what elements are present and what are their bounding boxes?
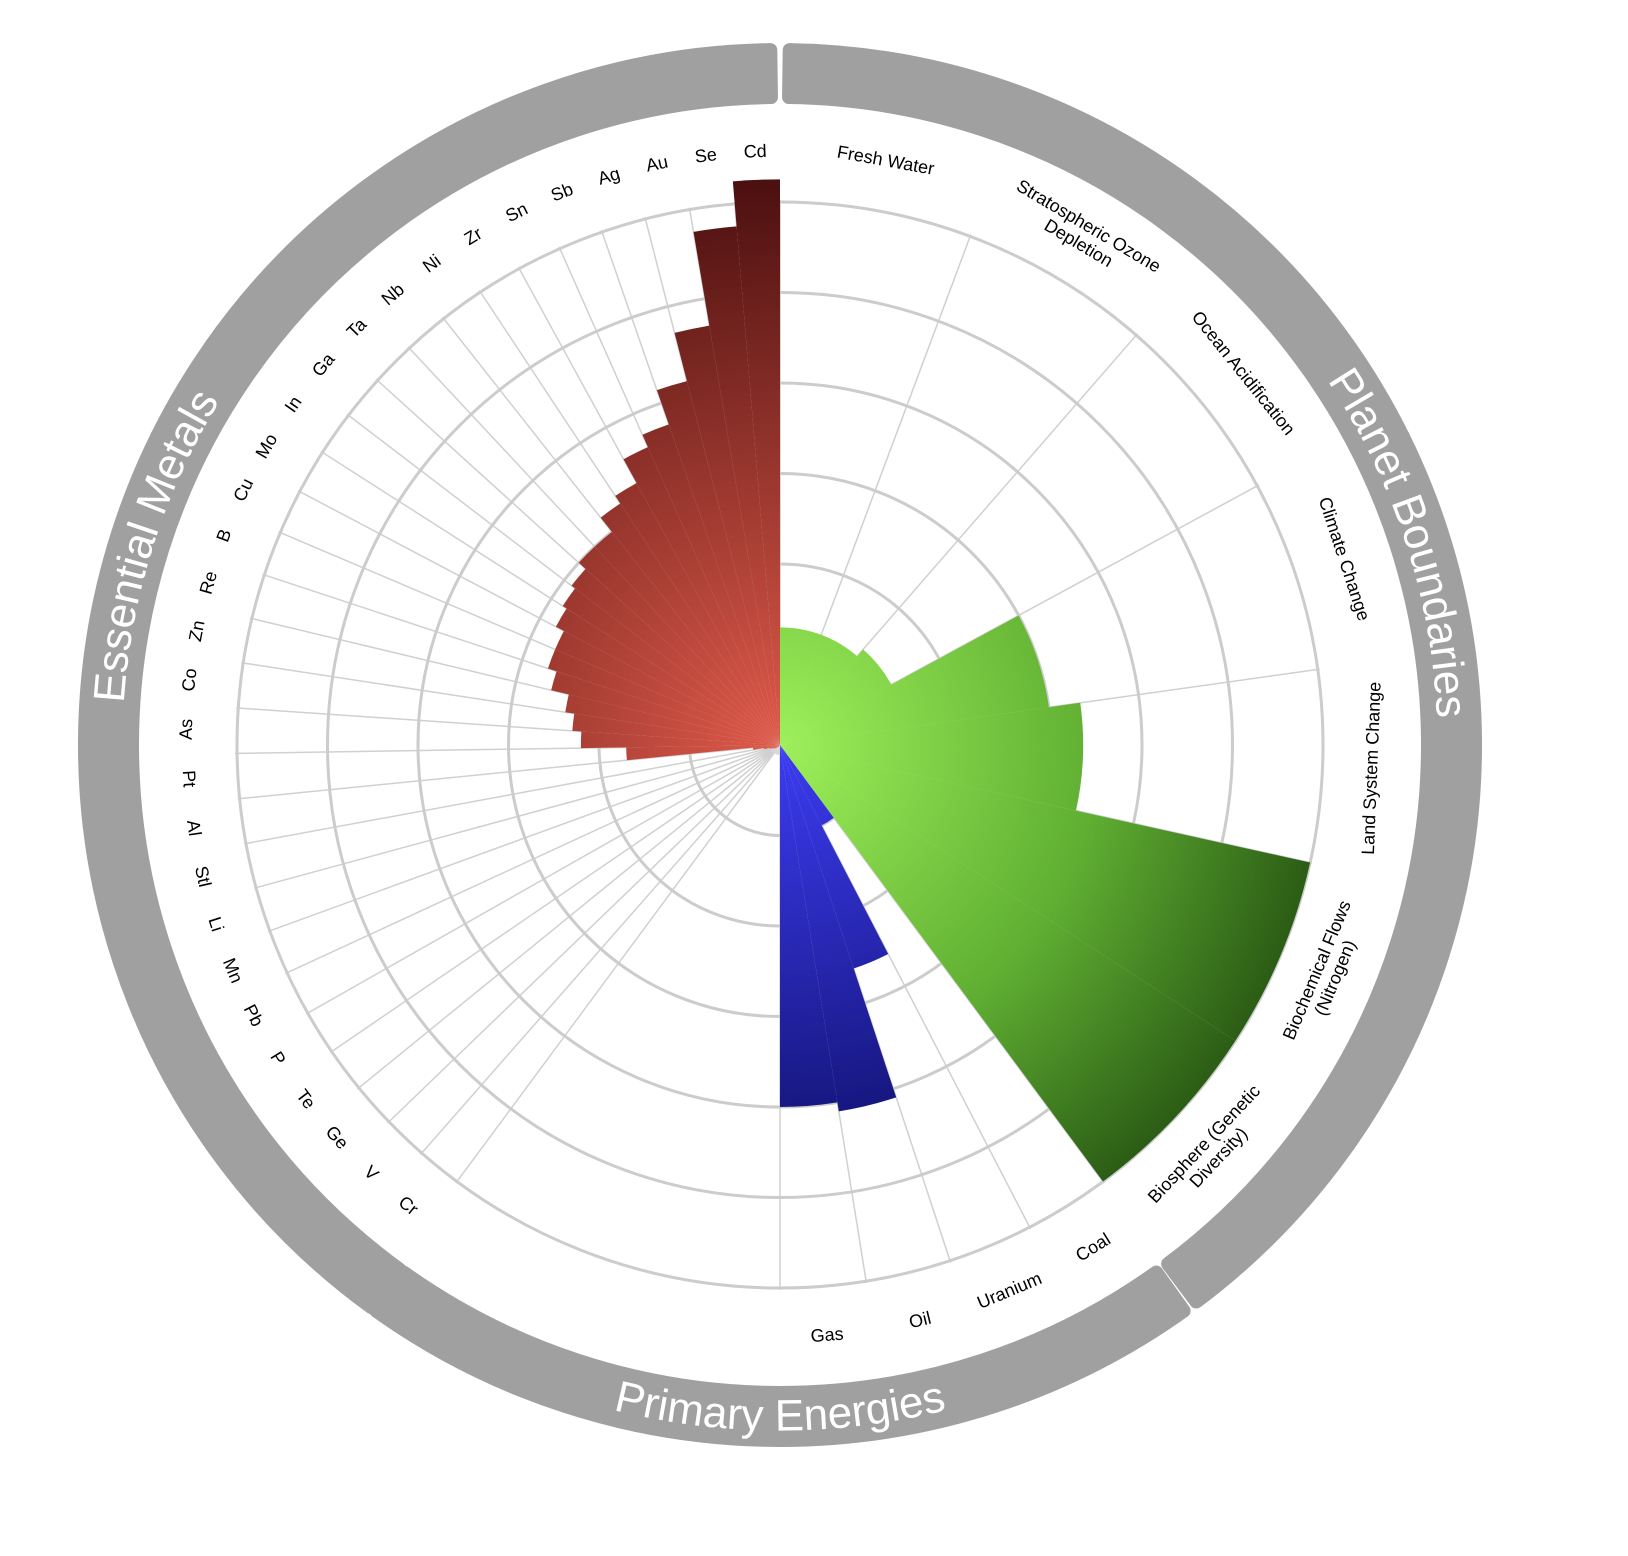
bar-pb	[773, 745, 780, 749]
category-label: Nb	[378, 279, 408, 309]
bar-biochemical-flows-nitrogen-	[780, 745, 1311, 1041]
category-label: Mo	[252, 430, 282, 462]
bar-zn	[565, 694, 780, 745]
category-label: Pb	[240, 1001, 268, 1030]
category-label: Re	[196, 569, 222, 597]
bar-ni	[600, 503, 780, 745]
bar-al	[752, 745, 780, 750]
bar-coal	[780, 745, 834, 826]
bar-oil	[780, 745, 897, 1112]
category-label: Climate Change	[1315, 494, 1374, 623]
bar-sb	[642, 424, 780, 745]
bar-se	[693, 226, 780, 745]
category-label: Au	[644, 152, 670, 176]
bar-co	[572, 713, 780, 745]
bar-ge	[777, 745, 780, 748]
bar-cu	[555, 630, 780, 745]
category-label: V	[360, 1162, 383, 1185]
bar-re	[551, 671, 780, 745]
bar-land-system-change	[780, 702, 1084, 811]
category-label: Al	[183, 819, 205, 838]
category-label: Uranium	[974, 1268, 1044, 1313]
category-label: Gas	[810, 1324, 845, 1347]
category-label: Sb	[548, 179, 576, 206]
bar-stratospheric-ozone-depletion	[780, 634, 858, 745]
category-label: Stl	[191, 864, 215, 889]
bar-ga	[571, 568, 780, 745]
bar-as	[580, 731, 780, 749]
bar-ocean-acidification	[780, 649, 892, 745]
sector-band-essential-metals	[78, 43, 778, 1315]
bar-cr	[778, 745, 780, 747]
bar-biosphere-genetic-diversity-	[780, 745, 1236, 1182]
category-label: Se	[694, 144, 718, 167]
category-label: Land System Change	[1358, 681, 1385, 855]
category-label: Ga	[308, 348, 339, 380]
bar-li	[769, 745, 780, 749]
bar-in	[562, 588, 780, 745]
category-label: Coal	[1072, 1229, 1114, 1266]
category-label: Fresh Water	[836, 142, 936, 179]
bar-p	[774, 745, 780, 749]
category-label: Zr	[461, 223, 486, 249]
category-label: Ta	[343, 314, 371, 342]
bar-zr	[615, 483, 780, 745]
category-label: Ag	[595, 163, 622, 188]
category-label: Co	[178, 667, 200, 692]
bar-cd	[732, 179, 780, 745]
bar-pt	[626, 745, 780, 761]
bar-sn	[623, 447, 780, 745]
sector-band-planet-boundaries	[782, 43, 1482, 1309]
bar-v	[778, 745, 780, 748]
category-label: P	[266, 1048, 289, 1069]
bar-au	[674, 325, 780, 745]
category-label: Sn	[502, 198, 531, 226]
bar-nb	[594, 531, 780, 745]
bar-gas	[780, 745, 838, 1107]
category-label: Ni	[419, 250, 444, 276]
bar-mo	[555, 608, 780, 745]
category-label: Mn	[219, 955, 247, 986]
category-label: Zn	[185, 619, 209, 643]
category-label: Cd	[743, 141, 767, 162]
bar-climate-change	[780, 615, 1049, 745]
category-label: B	[212, 526, 235, 544]
bar-uranium	[780, 745, 889, 969]
bar-fresh-water	[780, 627, 822, 745]
category-label: Cu	[229, 475, 257, 504]
bar-te	[776, 745, 780, 748]
category-label: Li	[204, 914, 227, 933]
chart-bars	[547, 179, 1311, 1182]
category-label: Cr	[395, 1192, 422, 1219]
bar-b	[547, 649, 780, 745]
category-label: Pt	[179, 770, 200, 788]
bar-mn	[771, 745, 780, 749]
category-label: Te	[292, 1086, 319, 1113]
category-label: As	[176, 719, 197, 741]
bar-stl	[763, 745, 780, 750]
category-label: In	[281, 392, 306, 416]
category-label: Oil	[907, 1308, 933, 1333]
category-label: Ge	[322, 1122, 353, 1153]
bar-ag	[656, 381, 780, 745]
sector-band-primary-energies	[369, 1265, 1191, 1447]
bar-ta	[578, 546, 780, 745]
